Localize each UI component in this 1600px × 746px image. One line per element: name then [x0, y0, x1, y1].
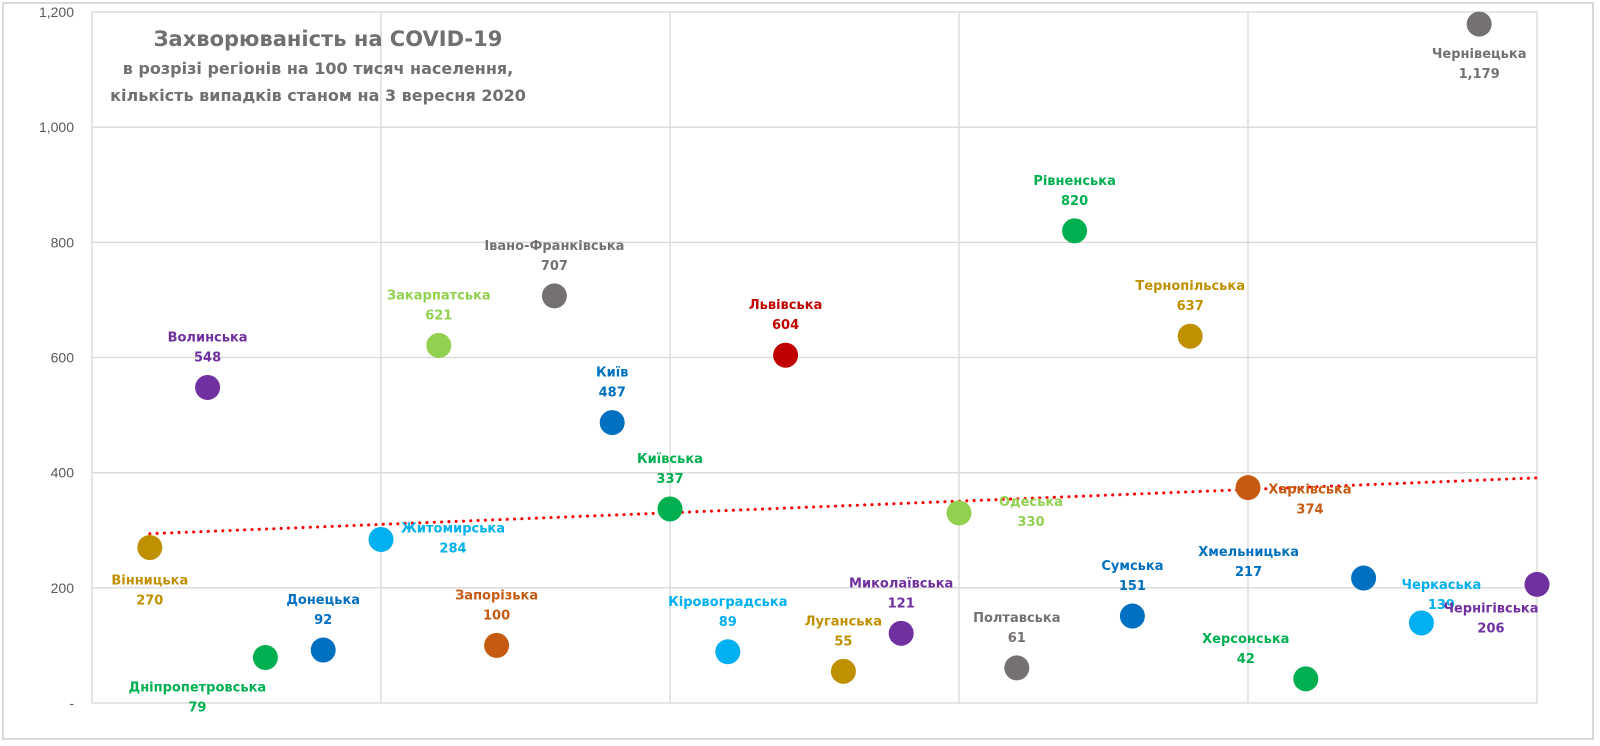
data-label-value: 79: [188, 701, 206, 716]
data-label-name: Рівненська: [1033, 174, 1116, 189]
data-labels: Вінницька 270 Волинська 548 Дніпропетровська…: [111, 47, 1538, 715]
data-label-value: 42: [1237, 652, 1255, 667]
data-point[interactable]: [1466, 11, 1492, 37]
y-tick-label: 600: [51, 350, 75, 366]
trendline-path: [148, 476, 1539, 536]
data-label-name: Волинська: [168, 330, 248, 345]
data-label-value: 100: [483, 608, 510, 623]
data-label-value: 270: [136, 594, 163, 609]
data-point[interactable]: [715, 639, 741, 665]
data-label-name: Київ: [596, 366, 628, 381]
chart-subtitle-line-1: в розрізі регіонів на 100 тисяч населенн…: [123, 59, 514, 78]
data-label-name: Полтавська: [973, 611, 1060, 626]
data-point[interactable]: [426, 332, 452, 358]
data-label-value: 330: [1017, 515, 1044, 530]
data-point[interactable]: [1293, 666, 1319, 692]
data-point[interactable]: [252, 645, 278, 671]
data-label-value: 707: [541, 259, 568, 274]
data-label-name: Дніпропетровська: [129, 681, 267, 696]
data-point[interactable]: [541, 283, 567, 309]
data-label-name: Харківська: [1268, 483, 1351, 498]
data-label-value: 487: [599, 386, 626, 401]
data-point[interactable]: [888, 620, 914, 646]
data-label-name: Чернігівська: [1443, 601, 1538, 616]
data-label-value: 337: [656, 472, 683, 487]
data-point[interactable]: [773, 342, 799, 368]
data-point[interactable]: [1004, 655, 1030, 681]
data-point[interactable]: [946, 500, 972, 526]
data-label-value: 374: [1296, 503, 1323, 518]
data-label-name: Сумська: [1101, 559, 1163, 574]
data-point[interactable]: [657, 496, 683, 522]
data-label-name: Вінницька: [111, 574, 188, 589]
data-point[interactable]: [1408, 610, 1434, 636]
data-label-value: 139: [1428, 598, 1455, 613]
data-point[interactable]: [1351, 565, 1377, 591]
data-label-name: Запорізька: [455, 588, 538, 603]
data-label-name: Донецька: [286, 593, 360, 608]
data-label-value: 89: [719, 615, 737, 630]
data-label-value: 284: [439, 541, 466, 556]
data-label-value: 820: [1061, 194, 1088, 209]
y-tick-label: 400: [51, 465, 75, 481]
data-label-value: 1,179: [1459, 67, 1500, 82]
data-label-value: 121: [888, 596, 915, 611]
data-point[interactable]: [1062, 218, 1088, 244]
data-label-value: 151: [1119, 579, 1146, 594]
data-label-value: 206: [1477, 621, 1504, 636]
data-point[interactable]: [484, 632, 510, 658]
y-tick-label: -: [69, 695, 74, 711]
gridlines: [91, 11, 1538, 704]
data-point[interactable]: [368, 526, 394, 552]
data-label-name: Хмельницька: [1198, 545, 1299, 560]
trendline: [148, 476, 1539, 536]
data-point[interactable]: [195, 374, 221, 400]
data-point[interactable]: [310, 637, 336, 663]
data-label-name: Кіровоградська: [668, 595, 787, 610]
data-label-name: Черкаська: [1402, 578, 1482, 593]
data-point[interactable]: [1524, 571, 1550, 597]
chart-subtitle-line-2: кількість випадків станом на 3 вересня 2…: [110, 86, 526, 105]
y-tick-label: 1,200: [39, 4, 74, 20]
y-axis-ticks: - 200 400 600 800 1,000 1,200: [39, 4, 74, 711]
data-points: [137, 11, 1550, 692]
data-label-name: Тернопільська: [1135, 279, 1245, 294]
data-label-value: 548: [194, 350, 221, 365]
data-label-name: Херсонська: [1202, 632, 1289, 647]
data-point[interactable]: [599, 410, 625, 436]
y-tick-label: 800: [51, 234, 75, 250]
chart-title-block: Захворюваність на COVID-19 в розрізі рег…: [110, 27, 526, 105]
data-point[interactable]: [830, 658, 856, 684]
data-label-value: 637: [1177, 299, 1204, 314]
data-label-name: Закарпатська: [387, 288, 491, 303]
data-label-name: Львівська: [749, 298, 822, 313]
data-point[interactable]: [1235, 475, 1261, 501]
data-label-name: Одеська: [999, 495, 1063, 510]
data-point[interactable]: [1119, 603, 1145, 629]
data-label-value: 92: [314, 613, 332, 628]
data-label-value: 55: [834, 634, 852, 649]
data-label-value: 61: [1008, 631, 1026, 646]
data-label-name: Івано-Франківська: [484, 239, 624, 254]
data-label-name: Житомирська: [401, 521, 505, 536]
data-point[interactable]: [137, 535, 163, 561]
data-label-name: Київська: [637, 452, 703, 467]
data-point[interactable]: [1177, 323, 1203, 349]
chart-title: Захворюваність на COVID-19: [154, 27, 503, 51]
data-label-name: Чернівецька: [1432, 47, 1527, 62]
data-label-value: 217: [1235, 565, 1262, 580]
y-tick-label: 200: [51, 580, 75, 596]
data-label-value: 621: [425, 308, 452, 323]
data-label-value: 604: [772, 318, 799, 333]
y-tick-label: 1,000: [39, 119, 74, 135]
data-label-name: Миколаївська: [849, 576, 953, 591]
data-label-name: Луганська: [805, 614, 882, 629]
